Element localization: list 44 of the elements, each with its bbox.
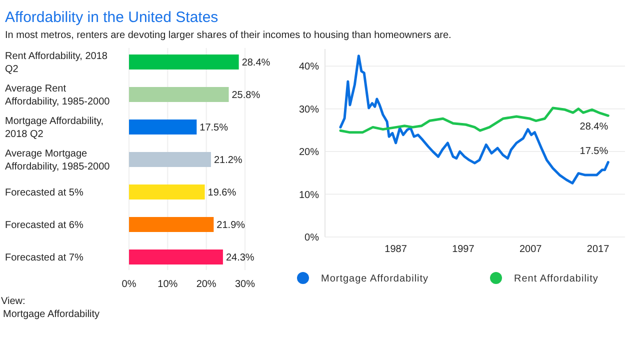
- bar: [129, 54, 239, 70]
- legend-label: Rent Affordability: [514, 274, 598, 284]
- annotation: 17.5%: [580, 146, 608, 158]
- line-series: [339, 54, 610, 184]
- data-label: 19.6%: [208, 188, 236, 198]
- data-label: 17.5%: [200, 122, 228, 134]
- x-tick-label: 0%: [122, 279, 136, 290]
- bar: [129, 120, 197, 134]
- text: Mortgage Affordability: [3, 309, 100, 320]
- data-label: 24.3%: [226, 252, 254, 264]
- text: View:: [1, 296, 26, 307]
- data-label: 28.4%: [242, 58, 270, 68]
- data-label: 25.8%: [232, 90, 260, 101]
- x-tick-label: 30%: [234, 279, 256, 290]
- y-tick-label: Rent Affordability, 2018 Q2: [5, 51, 108, 75]
- data-label: 21.2%: [214, 155, 242, 166]
- bar: [129, 217, 214, 232]
- annotation: 28.4%: [580, 122, 608, 133]
- y-tick-label: Forecasted at 6%: [5, 220, 84, 231]
- x-tick-label: 1997: [452, 244, 475, 255]
- y-tick-label: Average Mortgage Affordability, 1985-2000: [5, 148, 110, 172]
- y-tick-label: 30%: [298, 104, 320, 116]
- chart-title: Affordability in the United States: [5, 9, 218, 26]
- y-tick-label: 20%: [298, 147, 320, 158]
- bar: [129, 184, 205, 200]
- x-tick-label: 2017: [586, 244, 610, 255]
- data-label: 21.9%: [216, 220, 246, 231]
- y-tick-label: 40%: [298, 62, 320, 73]
- bar: [129, 152, 211, 167]
- y-tick-label: 0%: [304, 232, 320, 244]
- chart-subtitle: In most metros, renters are devoting larger shares of their incomes to housing than homeowners are.: [5, 30, 452, 41]
- y-tick-label: Forecasted at 7%: [5, 252, 84, 264]
- legend-label: Mortgage Affordability: [321, 274, 429, 284]
- y-tick-label: 10%: [298, 190, 320, 201]
- line-series: [339, 106, 610, 134]
- x-tick-label: 1987: [384, 244, 408, 255]
- bar: [129, 250, 223, 264]
- y-tick-label: Average Rent Affordability, 1985-2000: [5, 84, 110, 108]
- y-tick-label: Mortgage Affordability, 2018 Q2: [5, 116, 104, 140]
- x-tick-label: 10%: [158, 279, 178, 290]
- y-tick-label: Forecasted at 5%: [5, 188, 84, 198]
- x-tick-label: 2007: [519, 244, 542, 255]
- x-tick-label: 20%: [196, 279, 216, 290]
- bar: [129, 87, 229, 102]
